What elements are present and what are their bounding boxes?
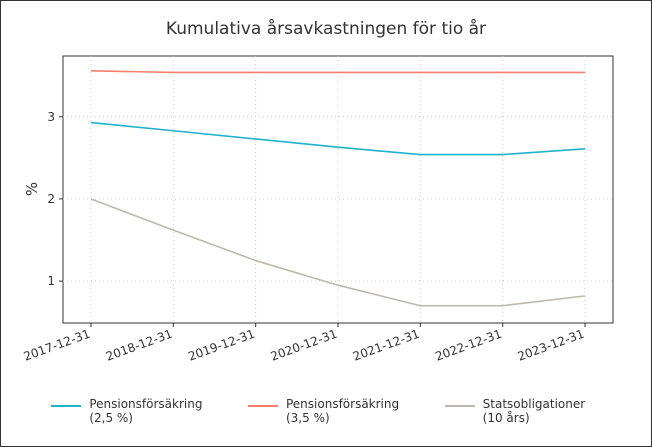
line-series: [90, 121, 586, 156]
x-tick-label: 2020-12-31: [269, 327, 339, 364]
x-tick-label: 2022-12-31: [433, 327, 503, 364]
line-series: [90, 198, 586, 307]
x-tick-label: 2023-12-31: [516, 327, 586, 364]
x-tick-label: 2021-12-31: [351, 327, 421, 364]
y-axis-label: %: [23, 182, 41, 196]
x-tick-label: 2019-12-31: [186, 327, 256, 364]
y-tick-label: 2: [47, 192, 55, 206]
legend-swatch: [247, 405, 278, 407]
legend-label: Pensionsförsäkring (2,5 %): [89, 397, 203, 425]
legend-item: Pensionsförsäkring (3,5 %): [247, 397, 404, 425]
legend-swatch: [51, 405, 82, 407]
x-tick-label: 2017-12-31: [22, 327, 92, 364]
y-tick-label: 3: [47, 110, 55, 124]
y-tick-label: 1: [47, 274, 55, 288]
legend-swatch: [444, 405, 475, 407]
legend: Pensionsförsäkring (2,5 %) Pensionsförsäk…: [1, 397, 651, 425]
legend-item: Statsobligationer (10 års): [444, 397, 601, 425]
legend-label: Pensionsförsäkring (3,5 %): [285, 397, 400, 425]
legend-label: Statsobligationer (10 års): [482, 397, 586, 425]
plot: Kumulativa årsavkastningen för tio år % …: [22, 18, 614, 364]
legend-item: Pensionsförsäkring (2,5 %): [51, 397, 207, 425]
line-series: [90, 69, 585, 74]
x-tick-label: 2018-12-31: [104, 327, 174, 364]
chart-title: Kumulativa årsavkastningen för tio år: [166, 18, 486, 39]
